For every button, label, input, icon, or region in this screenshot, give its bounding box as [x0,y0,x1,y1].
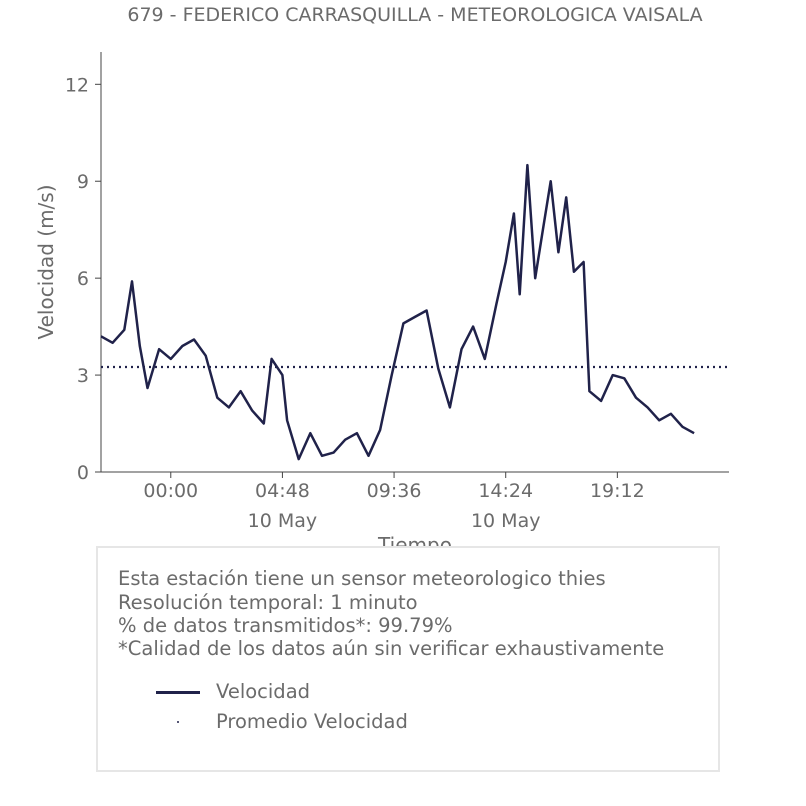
series-line-velocidad [100,163,695,461]
x-axis-ticks: 00:00 04:48 10 May 09:36 14:24 10 May 19:12 [143,472,645,532]
x-tick-label: 19:12 [590,480,645,502]
y-axis-ticks: 0 3 6 9 12 [65,74,101,484]
legend-line-swatch [156,691,200,694]
y-tick-label: 0 [77,462,89,484]
chart-title: 679 - FEDERICO CARRASQUILLA - METEOROLOG… [127,4,702,26]
y-tick-label: 6 [77,268,89,290]
y-axis-label: Velocidad (m/s) [34,184,58,339]
y-tick-label: 3 [77,365,89,387]
x-tick-label: 09:36 [367,480,422,502]
x-tick-label: 00:00 [143,480,198,502]
legend-label-velocidad: Velocidad [216,680,311,703]
x-tick-label: 14:24 [478,480,533,502]
legend-dot-swatch [177,721,179,723]
info-quality-note: *Calidad de los datos aún sin verificar … [118,637,665,660]
info-transmitted: % de datos transmitidos*: 99.79% [118,614,453,637]
series-layer [100,163,729,461]
x-tick-label: 04:48 [255,480,310,502]
legend-label-promedio: Promedio Velocidad [216,710,408,733]
y-tick-label: 9 [77,171,89,193]
x-tick-sublabel: 10 May [471,510,541,532]
info-resolution: Resolución temporal: 1 minuto [118,591,418,614]
x-tick-sublabel: 10 May [248,510,318,532]
y-tick-label: 12 [65,74,89,96]
info-legend-box: Esta estación tiene un sensor meteorolog… [96,546,720,772]
info-sensor: Esta estación tiene un sensor meteorolog… [118,567,606,590]
chart: 679 - FEDERICO CARRASQUILLA - METEOROLOG… [34,4,729,557]
